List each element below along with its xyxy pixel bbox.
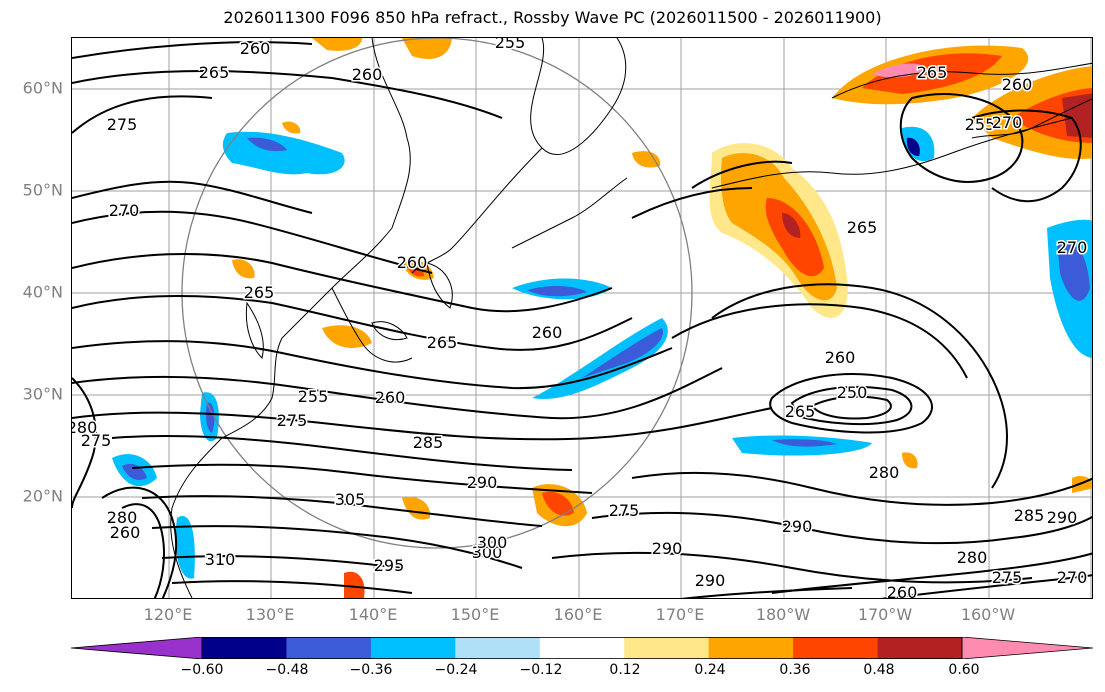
contour-label: 280 xyxy=(869,463,900,482)
contour-label: 260 xyxy=(887,583,918,599)
colorbar-cell xyxy=(877,637,963,659)
colorbar-cell xyxy=(455,637,541,659)
colorbar-cell xyxy=(202,637,287,659)
contour-label: 300 xyxy=(472,543,503,562)
contour-label: 280 xyxy=(957,548,988,567)
contour-label: 250 xyxy=(837,383,868,402)
contour-label: 265 xyxy=(199,63,230,82)
contour-label: 275 xyxy=(277,411,308,430)
contour-label: 280 xyxy=(72,418,97,437)
contour-label: 270 xyxy=(1057,238,1088,257)
contour-label: 260 xyxy=(397,253,428,272)
colorbar-cell xyxy=(624,637,710,659)
contour-label: 265 xyxy=(244,283,275,302)
contour-label: 290 xyxy=(695,571,726,590)
contour-label: 260 xyxy=(1002,75,1033,94)
colorbar-extend-high xyxy=(961,637,1093,659)
colorbar-tick: 0.12 xyxy=(609,662,641,678)
lon-label-150e: 150°E xyxy=(450,605,500,624)
colorbar-cell xyxy=(793,637,879,659)
map-title: 2026011300 F096 850 hPa refract., Rossby… xyxy=(223,8,882,27)
lon-label-130e: 130°E xyxy=(245,605,295,624)
lat-label-40n: 40°N xyxy=(22,282,63,302)
lon-label-180w: 180°W xyxy=(755,605,811,624)
colorbar-cell xyxy=(370,637,456,659)
reference-circle xyxy=(181,38,693,549)
contour-label: 270 xyxy=(992,113,1023,132)
contour-label: 255 xyxy=(495,38,526,52)
contour-label: 260 xyxy=(375,388,406,407)
contour-label: 265 xyxy=(847,218,878,237)
contour-label: 285 xyxy=(1014,506,1045,525)
contour-label: 265 xyxy=(427,333,458,352)
lat-label-20n: 20°N xyxy=(22,486,63,506)
contour-label: 260 xyxy=(110,523,141,542)
colorbar-tick: 0.48 xyxy=(863,662,895,678)
lat-label-30n: 30°N xyxy=(22,384,63,404)
contour-label: 265 xyxy=(785,402,816,421)
map-panel: 260 265 260 275 255 270 265 260 265 265 260 255 260 2… xyxy=(71,37,1093,599)
colorbar-tick: 0.60 xyxy=(948,662,980,678)
contour-label: 300 xyxy=(477,533,508,552)
shading-layer xyxy=(112,38,1092,598)
contour-label: 270 xyxy=(1057,568,1088,587)
colorbar-cell xyxy=(708,637,794,659)
colorbar-tick: −0.48 xyxy=(265,662,309,678)
negative-anomaly-region xyxy=(222,131,345,175)
contour-label: 260 xyxy=(352,65,383,84)
contour-label: 275 xyxy=(992,568,1023,587)
contour-label: 265 xyxy=(917,63,948,82)
contour-label: 260 xyxy=(240,39,271,58)
lat-label-50n: 50°N xyxy=(22,180,63,200)
colorbar xyxy=(71,637,1093,659)
contour-label: 290 xyxy=(1047,508,1078,527)
colorbar-tick: 0.36 xyxy=(779,662,811,678)
colorbar-tick: 0.24 xyxy=(694,662,726,678)
colorbar-tick: −0.60 xyxy=(180,662,224,678)
contour-label: 305 xyxy=(335,490,366,509)
lon-label-140e: 140°E xyxy=(348,605,398,624)
contour-label: 310 xyxy=(205,550,236,569)
contour-label: 275 xyxy=(609,501,640,520)
contour-label: 275 xyxy=(107,115,138,134)
lon-label-170w: 170°W xyxy=(857,605,913,624)
contour-label: 295 xyxy=(374,556,405,575)
contour-label: 275 xyxy=(81,431,112,450)
contour-label: 270 xyxy=(109,201,140,220)
colorbar-tick: −0.12 xyxy=(519,662,563,678)
contour-label: 260 xyxy=(532,323,563,342)
contour-label: 255 xyxy=(298,387,329,406)
colorbar-outline xyxy=(201,637,963,659)
lon-label-160w: 160°W xyxy=(960,605,1016,624)
colorbar-tick: −0.36 xyxy=(349,662,393,678)
contour-label: 290 xyxy=(467,473,498,492)
colorbar-cell xyxy=(286,637,372,659)
contour-label: 290 xyxy=(652,539,683,558)
contour-label: 290 xyxy=(782,517,813,536)
lon-label-160e: 160°E xyxy=(553,605,603,624)
lat-label-60n: 60°N xyxy=(22,78,63,98)
colorbar-extend-low xyxy=(71,637,203,659)
lon-label-170e: 170°E xyxy=(655,605,705,624)
coastline xyxy=(170,38,1092,598)
colorbar-cell xyxy=(539,637,625,659)
colorbar-tick: −0.24 xyxy=(434,662,478,678)
contour-lines xyxy=(72,41,1092,598)
lon-label-120e: 120°E xyxy=(143,605,193,624)
contour-label: 260 xyxy=(825,348,856,367)
contour-label: 280 xyxy=(107,508,138,527)
contour-label: 285 xyxy=(413,433,444,452)
contour-label: 255 xyxy=(965,115,996,134)
